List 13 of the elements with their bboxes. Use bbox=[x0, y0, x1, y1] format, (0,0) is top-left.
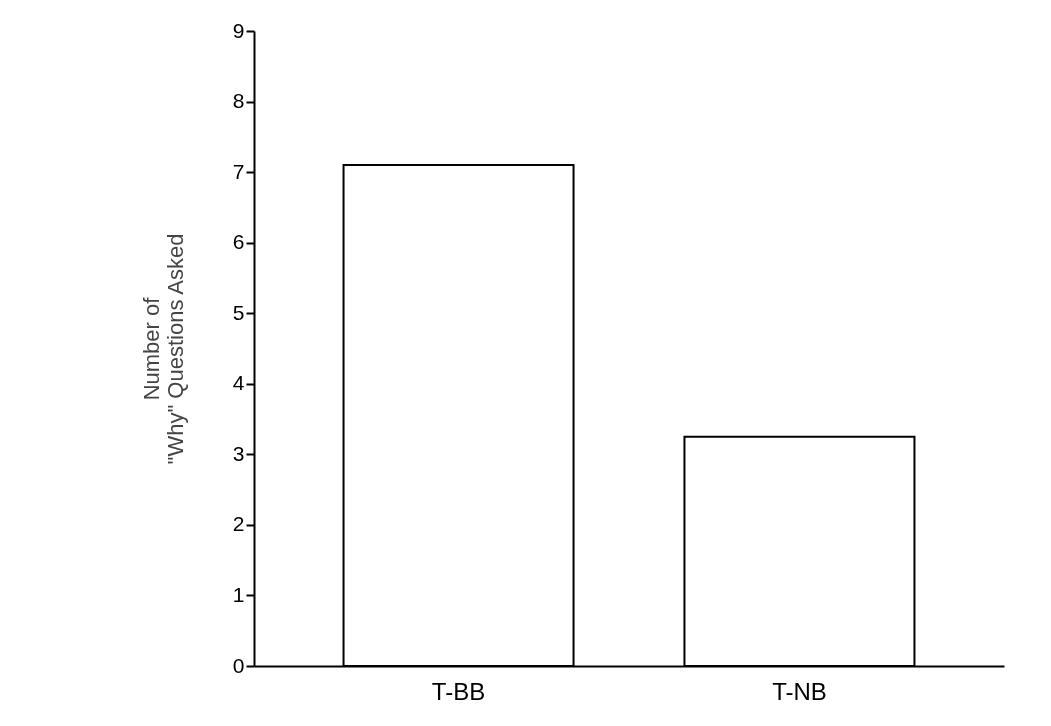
y-tick-label: 3 bbox=[232, 441, 245, 465]
y-tick-label: 7 bbox=[232, 159, 245, 183]
x-tick-label: T-NB bbox=[772, 677, 827, 705]
y-tick-label: 6 bbox=[232, 230, 245, 254]
y-tick-label: 8 bbox=[232, 89, 245, 113]
y-tick-label: 2 bbox=[232, 512, 245, 536]
y-tick-label: 5 bbox=[232, 300, 245, 324]
y-tick-label: 4 bbox=[232, 371, 245, 395]
x-tick-label: T-BB bbox=[431, 677, 486, 705]
y-axis-title: Number of "Why" Questions Asked bbox=[138, 233, 188, 465]
y-tick-label: 1 bbox=[232, 582, 245, 606]
y-tick-label: 9 bbox=[232, 18, 245, 42]
y-tick-label: 0 bbox=[232, 653, 245, 677]
